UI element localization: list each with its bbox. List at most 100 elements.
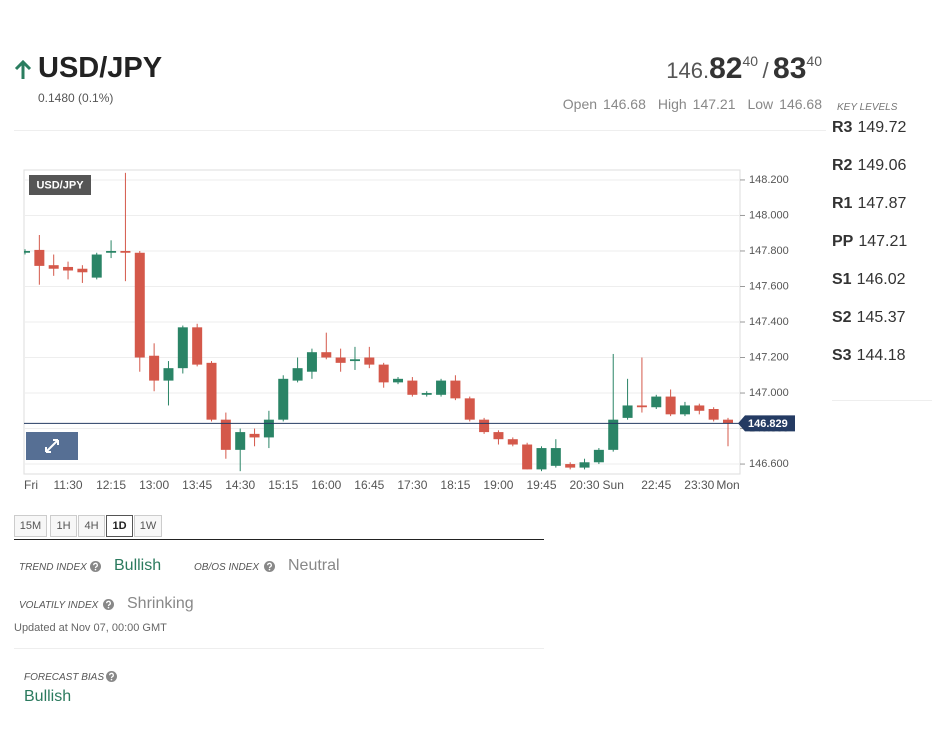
level-value: 147.87 <box>857 195 907 212</box>
y-tick-label: 147.400 <box>749 316 789 328</box>
x-tick-label: 13:00 <box>139 478 169 492</box>
candle-body <box>479 419 490 433</box>
indicator-name: VOLATILY INDEX <box>19 600 99 611</box>
indicator-name: TREND INDEX <box>19 562 87 573</box>
key-level: S3 144.18 <box>832 347 906 365</box>
help-icon[interactable] <box>106 671 117 682</box>
up-arrow <box>14 59 32 79</box>
chart-title: USD/JPY <box>36 179 84 191</box>
x-tick-label: 16:45 <box>354 478 384 492</box>
expand-button[interactable] <box>26 432 78 460</box>
candle-body <box>321 352 332 358</box>
y-tick-label: 147.000 <box>749 387 789 399</box>
candle-body <box>694 405 705 411</box>
candle-body <box>249 433 260 438</box>
indicator-value: Shrinking <box>127 595 194 612</box>
candle-body <box>134 252 145 358</box>
candle-body <box>335 357 346 363</box>
chart-label-box <box>29 175 91 195</box>
candle-body <box>665 396 676 415</box>
candle-body <box>263 419 274 438</box>
candle-body <box>306 352 317 372</box>
candle-body <box>393 378 404 383</box>
candle-body <box>292 368 303 381</box>
level-name: R3 <box>832 119 853 136</box>
ask-fraction: 40 <box>806 53 822 69</box>
help-icon[interactable] <box>103 599 114 610</box>
x-tick-label: 16:00 <box>311 478 341 492</box>
x-tick-label: 13:45 <box>182 478 212 492</box>
key-level: R1 147.87 <box>832 195 906 213</box>
candle-body <box>608 419 619 450</box>
timeframe-button[interactable]: 1H <box>50 515 77 537</box>
bid-pips: 82 <box>709 52 743 85</box>
candle-body <box>507 439 518 445</box>
level-name: R1 <box>832 195 853 212</box>
y-tick-label: 148.000 <box>749 209 789 221</box>
candle-body <box>77 268 88 273</box>
key-level: S2 145.37 <box>832 309 906 327</box>
divider <box>832 400 932 401</box>
candle-body <box>536 448 547 470</box>
candle-body <box>349 359 360 362</box>
candle-body <box>723 419 733 424</box>
bid-fraction: 40 <box>742 53 759 69</box>
candle-body <box>522 444 533 470</box>
x-tick-label: Mon <box>716 478 739 492</box>
candle-body <box>149 355 160 381</box>
candle-body <box>651 396 662 408</box>
x-tick-label: 11:30 <box>53 478 82 492</box>
timeframe-button[interactable]: 1D <box>106 515 133 537</box>
x-tick-label: 22:45 <box>641 478 671 492</box>
level-value: 146.02 <box>856 271 906 288</box>
candle-body <box>436 380 447 395</box>
stat-value: 146.68 <box>779 96 822 112</box>
candle-body <box>163 368 174 381</box>
level-name: PP <box>832 233 854 250</box>
timeframe-button[interactable]: 4H <box>78 515 105 537</box>
candle-body <box>235 432 246 450</box>
x-tick-label: 17:30 <box>397 478 427 492</box>
y-tick-label: 147.600 <box>749 280 789 292</box>
forecast-name: FORECAST BIAS <box>24 672 105 683</box>
x-tick-label: Sun <box>603 478 624 492</box>
level-name: S3 <box>832 347 852 364</box>
candle-body <box>378 364 389 383</box>
level-value: 147.21 <box>858 233 908 250</box>
stat: Low 146.68 <box>741 96 822 112</box>
candle-body <box>493 432 504 440</box>
x-tick-label: 23:30 <box>684 478 714 492</box>
candle-body <box>177 327 188 369</box>
candle-body <box>120 250 131 253</box>
quote: 146.8240 / 8340 <box>666 52 822 86</box>
y-tick-label: 147.800 <box>749 245 789 257</box>
x-tick-label: Fri <box>24 478 38 492</box>
timeframe-button[interactable]: 15M <box>14 515 47 537</box>
level-value: 149.06 <box>857 157 907 174</box>
candle-body <box>593 449 604 463</box>
stat-label: High <box>657 96 687 112</box>
indicator-name: OB/OS INDEX <box>194 562 260 573</box>
last-price-tag <box>738 415 795 432</box>
candle-body <box>565 464 576 468</box>
x-tick-label: 18:15 <box>440 478 470 492</box>
help-icon[interactable] <box>264 561 275 572</box>
help-icon[interactable] <box>90 561 101 572</box>
stats: Open 146.68 High 147.21 Low 146.68 <box>551 96 822 112</box>
candle-body <box>407 380 418 395</box>
candle-body <box>550 448 561 466</box>
candle-body <box>278 378 289 420</box>
y-tick-label: 146.600 <box>749 458 789 470</box>
key-level: R2 149.06 <box>832 157 906 175</box>
indicator-value: Neutral <box>288 557 340 574</box>
ask-pips: 83 <box>773 52 807 85</box>
level-value: 144.18 <box>856 347 906 364</box>
last-price-label: 146.829 <box>748 418 788 430</box>
candle-body <box>708 409 719 420</box>
timeframe-button[interactable]: 1W <box>134 515 162 537</box>
candle-body <box>679 405 690 415</box>
candle-body <box>622 405 633 418</box>
stat-label: Low <box>747 96 774 112</box>
